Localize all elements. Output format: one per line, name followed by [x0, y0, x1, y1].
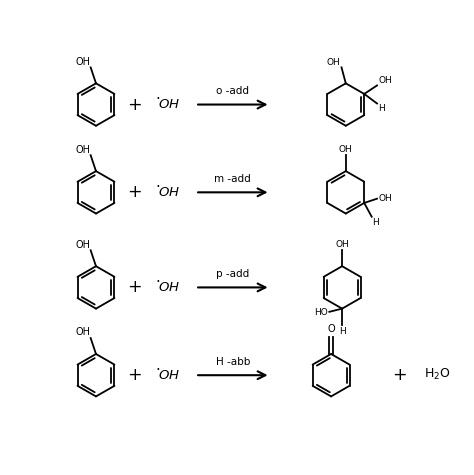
- Text: p -add: p -add: [216, 269, 249, 279]
- Text: OH: OH: [378, 76, 392, 85]
- Text: m -add: m -add: [214, 174, 251, 184]
- Text: OH: OH: [335, 240, 349, 249]
- Text: ·: ·: [155, 275, 160, 290]
- Text: H$_2$O: H$_2$O: [424, 367, 451, 382]
- Text: H: H: [373, 218, 379, 227]
- Text: O: O: [327, 324, 335, 334]
- Text: ·: ·: [155, 92, 160, 107]
- Text: $\mathit{OH}$: $\mathit{OH}$: [158, 281, 180, 294]
- Text: $\mathit{OH}$: $\mathit{OH}$: [158, 98, 180, 111]
- Text: OH: OH: [75, 327, 90, 337]
- Text: ·: ·: [155, 180, 160, 195]
- Text: +: +: [127, 366, 142, 384]
- Text: H: H: [339, 327, 346, 336]
- Text: OH: OH: [339, 145, 353, 154]
- Text: $\mathit{OH}$: $\mathit{OH}$: [158, 186, 180, 199]
- Text: OH: OH: [75, 240, 90, 250]
- Text: OH: OH: [378, 194, 392, 203]
- Text: OH: OH: [75, 144, 90, 154]
- Text: +: +: [127, 95, 142, 114]
- Text: HO: HO: [315, 308, 328, 317]
- Text: $\mathit{OH}$: $\mathit{OH}$: [158, 369, 180, 382]
- Text: OH: OH: [327, 58, 340, 67]
- Text: +: +: [127, 183, 142, 201]
- Text: ·: ·: [155, 363, 160, 378]
- Text: o -add: o -add: [216, 86, 249, 96]
- Text: H -abb: H -abb: [216, 357, 250, 367]
- Text: +: +: [127, 278, 142, 296]
- Text: +: +: [392, 366, 407, 384]
- Text: OH: OH: [75, 57, 90, 67]
- Text: H: H: [378, 104, 385, 113]
